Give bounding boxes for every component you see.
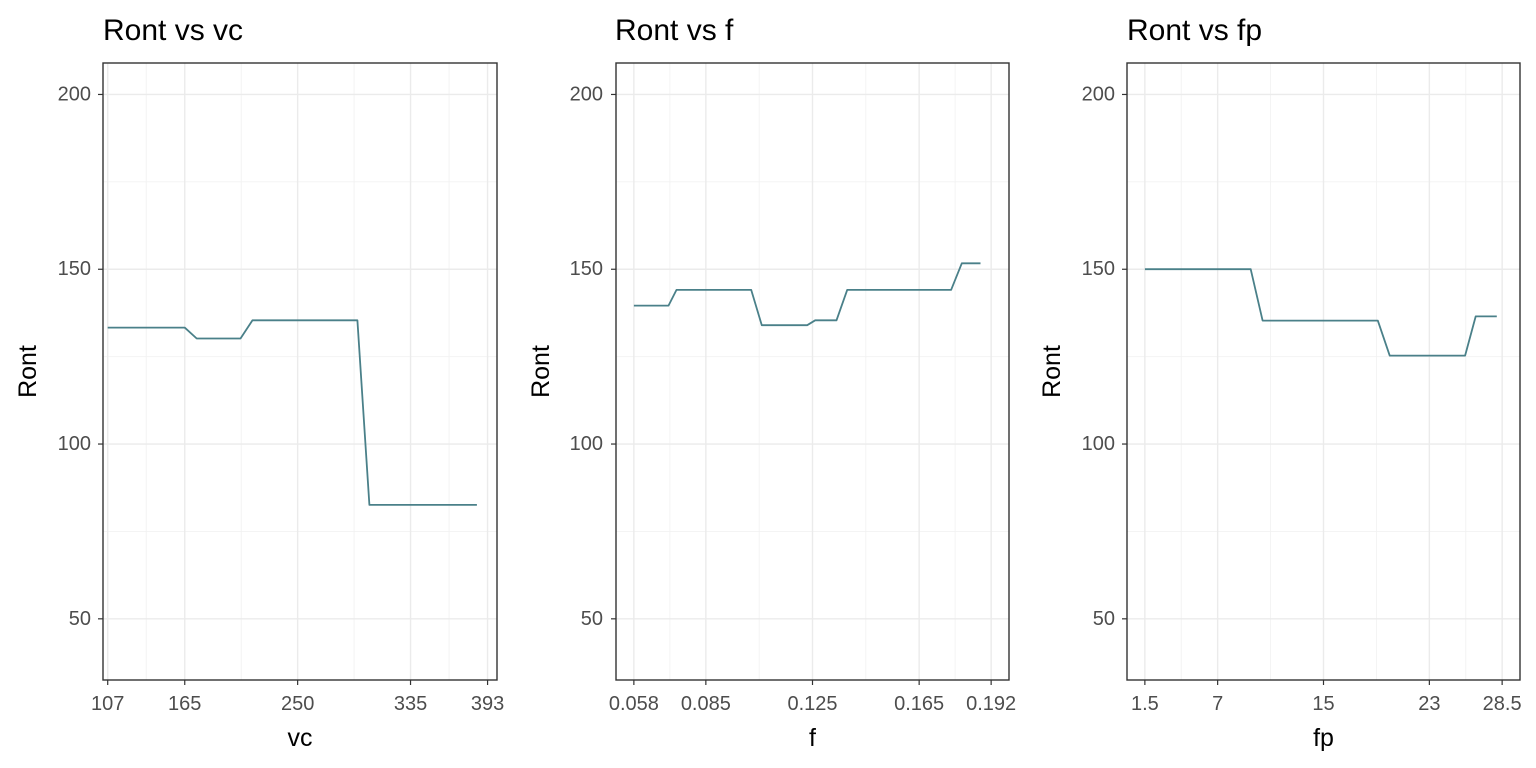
x-tick-label: 335 — [394, 693, 427, 715]
x-tick-label: 1.5 — [1131, 693, 1159, 715]
y-tick-label: 150 — [570, 258, 603, 280]
x-tick-label: 28.5 — [1483, 693, 1522, 715]
chart-title: Ront vs vc — [103, 14, 243, 47]
x-tick-label: 0.125 — [787, 693, 837, 715]
y-tick-label: 100 — [58, 433, 91, 455]
y-tick-label: 200 — [570, 83, 603, 105]
chart-panel-1: 50 100 150 200 107 165 250 335 393 Ront vs vc vc Ro… — [14, 14, 504, 752]
chart-panel-2: 50 100 150 200 0.058 0.085 0.125 0.165 0.192 Ront… — [527, 14, 1016, 752]
panel-border — [102, 62, 498, 681]
x-tick-label: 393 — [471, 693, 504, 715]
series-line — [633, 262, 981, 327]
y-tick-label: 150 — [1082, 258, 1115, 280]
series-line — [1144, 268, 1497, 357]
x-tick-label: 165 — [168, 693, 201, 715]
y-tick-label: 100 — [1082, 433, 1115, 455]
y-axis-title: Ront — [1038, 345, 1066, 398]
x-tick-label: 0.165 — [894, 693, 944, 715]
x-axis-title: f — [809, 724, 816, 752]
x-tick-label: 7 — [1212, 693, 1223, 715]
series-line — [107, 319, 477, 506]
x-tick-label: 250 — [281, 693, 314, 715]
y-tick-label: 150 — [58, 258, 91, 280]
x-tick-label: 0.192 — [966, 693, 1016, 715]
chart-title: Ront vs f — [615, 14, 734, 47]
x-tick-label: 23 — [1418, 693, 1440, 715]
y-tick-label: 200 — [58, 83, 91, 105]
y-tick-label: 100 — [570, 433, 603, 455]
x-axis-title: vc — [288, 724, 313, 752]
x-tick-label: 107 — [91, 693, 124, 715]
panel-background — [103, 63, 497, 680]
y-axis-title: Ront — [527, 345, 555, 398]
y-tick-label: 50 — [69, 608, 91, 630]
y-tick-label: 200 — [1082, 83, 1115, 105]
y-tick-label: 50 — [1093, 608, 1115, 630]
chart-title: Ront vs fp — [1127, 14, 1262, 47]
chart-panel-3: 50 100 150 200 1.5 7 15 23 28.5 Ront vs fp fp Ront — [1038, 14, 1522, 752]
x-tick-label: 0.085 — [681, 693, 731, 715]
x-tick-label: 15 — [1312, 693, 1334, 715]
y-axis-title: Ront — [14, 345, 42, 398]
x-tick-label: 0.058 — [609, 693, 659, 715]
y-tick-label: 50 — [581, 608, 603, 630]
x-axis-title: fp — [1313, 724, 1334, 752]
